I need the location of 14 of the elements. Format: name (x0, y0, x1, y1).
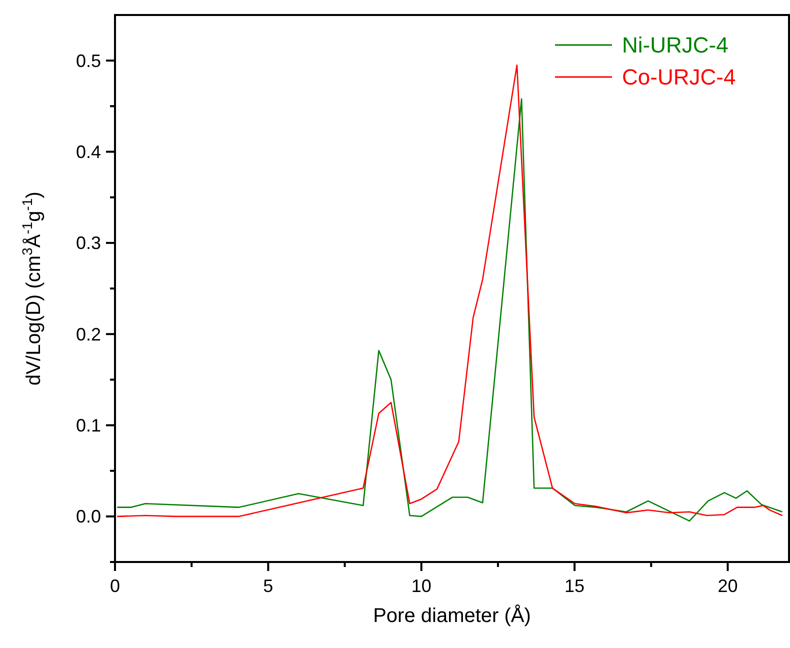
y-tick-label: 0.4 (76, 142, 101, 162)
y-tick-label: 0.2 (76, 324, 101, 344)
y-tick-label: 0.1 (76, 416, 101, 436)
x-tick-label: 15 (564, 576, 585, 596)
x-tick-label: 0 (110, 576, 120, 596)
text: 0.0 (76, 506, 101, 527)
x-axis-title: Pore diameter (Å) (373, 604, 531, 627)
y-tick-label: 0.5 (76, 50, 101, 71)
x-tick-label: 5 (263, 576, 274, 596)
y-tick-label: 0.3 (76, 233, 101, 254)
x-tick-label: 20 (718, 576, 738, 596)
legend-label: Ni-URJC-4 (622, 32, 728, 58)
legend-label: Co-URJC-4 (622, 64, 736, 90)
x-tick-label: 10 (411, 576, 432, 596)
